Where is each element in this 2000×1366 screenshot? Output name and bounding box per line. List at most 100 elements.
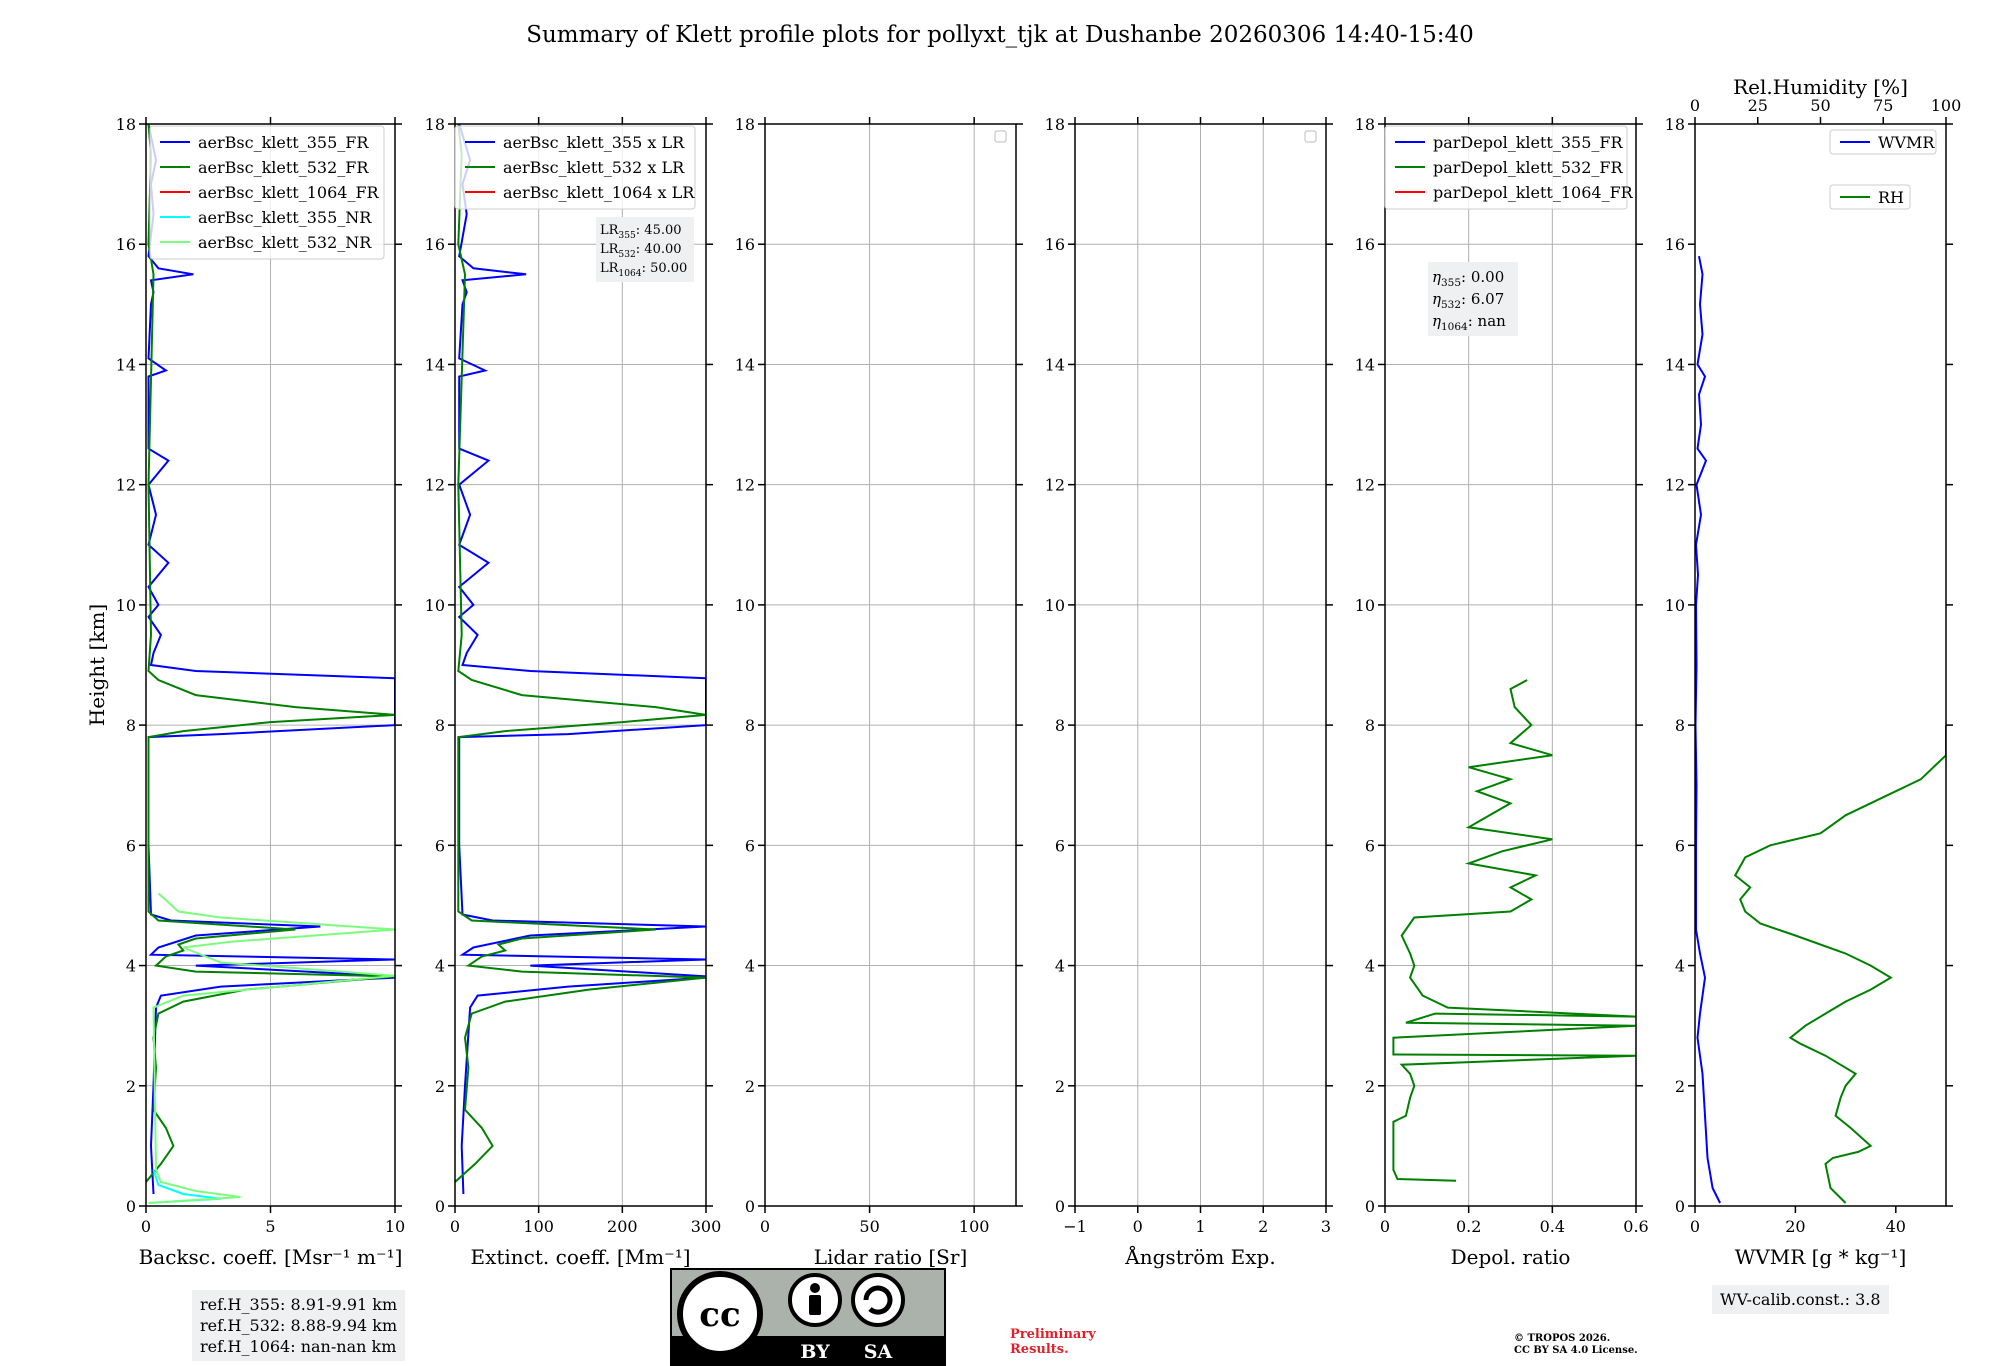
annotation-text: η1064: nan [1432,312,1506,333]
y-tick-label: 6 [1675,836,1685,855]
x-tick-label: 0.4 [1540,1217,1565,1236]
top-x-tick-label: 25 [1748,96,1768,115]
annotation-text: LR355: 45.00 [600,223,682,241]
y-tick-label: 4 [435,957,445,976]
annotation-text: LR1064: 50.00 [600,261,687,279]
preliminary-note: Preliminary Results. [1010,1327,1096,1357]
legend-label: parDepol_klett_355_FR [1433,133,1624,152]
x-axis-label: Lidar ratio [Sr] [814,1245,968,1269]
y-axis-label: Height [km] [85,604,109,726]
ref-height-532: ref.H_532: 8.88-9.94 km [200,1316,398,1335]
x-tick-label: 0 [450,1217,460,1236]
annotation-box [1428,262,1518,336]
y-tick-label: 10 [425,596,445,615]
sa-label: SA [864,1341,893,1363]
y-tick-label: 2 [1055,1077,1065,1096]
x-axis-label: WVMR [g * kg⁻¹] [1735,1245,1907,1269]
x-tick-label: 5 [265,1217,275,1236]
y-tick-label: 16 [1665,235,1685,254]
y-tick-label: 18 [116,115,136,134]
panel-wv: 0 2 4 6 8 10 12 14 16 18 0 20 40 0 25 50 75 100 Rel.Humidi… [1665,75,1962,1269]
series-WVMR [1695,256,1721,1204]
y-tick-label: 10 [116,596,136,615]
axes-frame [454,123,707,1207]
y-tick-label: 2 [1675,1077,1685,1096]
by-label: BY [800,1341,830,1363]
series-group [455,124,706,1195]
y-tick-label: 6 [126,836,136,855]
y-tick-label: 2 [1365,1077,1375,1096]
annotation-text: η532: 6.07 [1432,290,1504,311]
figure-title: Summary of Klett profile plots for polly… [526,22,1474,48]
y-tick-label: 4 [1675,957,1685,976]
top-x-axis-label: Rel.Humidity [%] [1733,75,1908,99]
panel-lr: 0 2 4 6 8 10 12 14 16 18 0 50 100 Lidar ratio [Sr] [735,115,1023,1269]
legend-label: aerBsc_klett_1064_FR [198,183,380,202]
empty-legend-box [994,130,1007,143]
y-tick-label: 14 [735,355,755,374]
top-x-tick-label: 0 [1690,96,1700,115]
axes-frame [764,123,1017,1207]
x-tick-label: 200 [607,1217,638,1236]
y-tick-label: 2 [745,1077,755,1096]
empty-legend-box [1304,130,1317,143]
share-alike-arrow [863,1285,893,1315]
panel-bsc: 0 2 4 6 8 10 12 14 16 18 0 5 10 Backsc. coeff. [Msr⁻¹… [116,115,406,1269]
copyright-line-1: © TROPOS 2026. [1514,1333,1611,1344]
x-tick-label: 10 [385,1217,405,1236]
y-tick-label: 8 [1055,716,1065,735]
legend-label: parDepol_klett_532_FR [1433,158,1624,177]
y-tick-label: 2 [435,1077,445,1096]
y-tick-label: 12 [116,476,136,495]
legend-box [1384,125,1628,210]
series-group [1392,679,1636,1182]
y-tick-label: 0 [1055,1197,1065,1216]
x-tick-label: 50 [859,1217,879,1236]
y-tick-label: 4 [1055,957,1065,976]
legend-label: aerBsc_klett_532_FR [198,158,369,177]
x-tick-label: 20 [1785,1217,1805,1236]
y-tick-label: 6 [435,836,445,855]
y-tick-label: 12 [425,476,445,495]
x-axis-label: Extinct. coeff. [Mm⁻¹] [470,1245,690,1269]
y-tick-label: 8 [435,716,445,735]
y-tick-label: 0 [1365,1197,1375,1216]
y-tick-label: 14 [1355,355,1375,374]
annotation-text: LR532: 40.00 [600,242,682,260]
y-tick-label: 18 [735,115,755,134]
x-tick-label: 2 [1258,1217,1268,1236]
x-tick-label: 0 [1690,1217,1700,1236]
x-tick-label: 0.2 [1456,1217,1481,1236]
y-tick-label: 18 [1355,115,1375,134]
y-tick-label: 8 [1365,716,1375,735]
series-aerBsc_klett_355 x LR [457,124,706,1195]
y-tick-label: 16 [1355,235,1375,254]
x-axis-label: Backsc. coeff. [Msr⁻¹ m⁻¹] [139,1245,403,1269]
cc-license-badge: cc BY SA [670,1268,946,1366]
legend-box [454,125,696,210]
wv-calib-box: WV-calib.const.: 3.8 [1712,1285,1889,1314]
y-tick-label: 4 [1365,957,1375,976]
legend-label: parDepol_klett_1064_FR [1433,183,1634,202]
attribution-body [809,1295,821,1315]
x-tick-label: 100 [523,1217,554,1236]
y-tick-label: 6 [1365,836,1375,855]
y-tick-label: 2 [126,1077,136,1096]
y-tick-label: 0 [126,1197,136,1216]
x-tick-label: 0 [141,1217,151,1236]
legend-label: aerBsc_klett_532_NR [198,233,372,252]
x-tick-label: 0.6 [1623,1217,1648,1236]
preliminary-line-1: Preliminary [1010,1327,1096,1342]
y-tick-label: 14 [1665,355,1685,374]
y-tick-label: 14 [116,355,136,374]
legend-box [1829,129,1937,155]
y-tick-label: 10 [735,596,755,615]
y-tick-label: 4 [745,957,755,976]
legend-label: aerBsc_klett_355_FR [198,133,369,152]
attribution-head [810,1283,820,1293]
y-tick-label: 0 [1675,1197,1685,1216]
legend-label: aerBsc_klett_532 x LR [503,158,685,177]
